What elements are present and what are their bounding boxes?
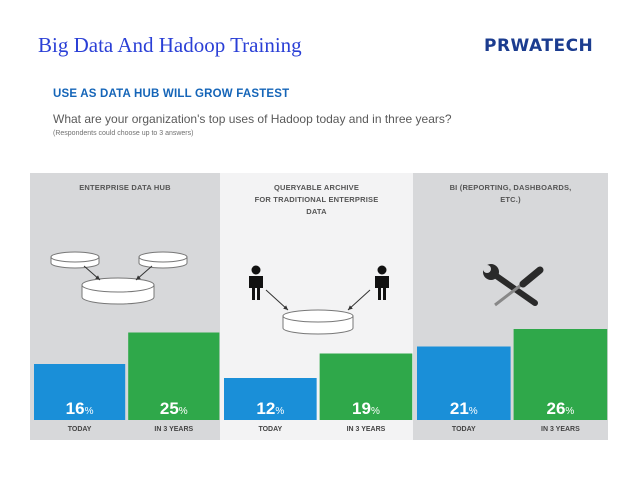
bar-today: 16% TODAY: [34, 364, 126, 433]
survey-note: (Respondents could choose up to 3 answer…: [53, 130, 194, 137]
panel-3: BI (REPORTING, DASHBOARDS,ETC.)21%TODAY2…: [413, 173, 608, 440]
panel-title: BI (REPORTING, DASHBOARDS,: [450, 183, 572, 192]
bar-value-label: 25%: [160, 399, 188, 418]
panel-title: ENTERPRISE DATA HUB: [79, 183, 171, 192]
wrench-screwdriver-icon: [483, 264, 544, 307]
panel-title: ETC.): [500, 195, 521, 204]
bar-value-label: 16%: [66, 399, 94, 418]
bar-value-label: 19%: [352, 399, 380, 418]
bar-in-3-years: 26% IN 3 YEARS: [513, 329, 608, 433]
bar-rect: [319, 353, 413, 420]
bar-rect: [224, 378, 317, 420]
category-label: IN 3 YEARS: [541, 426, 580, 433]
bar-rect: [513, 329, 608, 420]
database-icon: [50, 251, 188, 305]
category-label: TODAY: [258, 426, 282, 433]
bar-value-label: 12%: [256, 399, 284, 418]
bar-rect: [128, 332, 220, 420]
bar-today: 12% TODAY: [224, 378, 317, 433]
panel-title: DATA: [306, 207, 327, 216]
panel-title: QUERYABLE ARCHIVE: [274, 183, 359, 192]
category-label: IN 3 YEARS: [154, 426, 193, 433]
bar-rect: [34, 364, 126, 420]
category-label: TODAY: [452, 426, 476, 433]
bar-in-3-years: 19% IN 3 YEARS: [319, 353, 413, 433]
person-icon: [249, 265, 389, 335]
panel-title: FOR TRADITIONAL ENTERPRISE: [255, 195, 379, 204]
bar-rect: [417, 346, 511, 420]
category-label: TODAY: [68, 426, 92, 433]
bar-value-label: 21%: [450, 399, 478, 418]
survey-question: What are your organization's top uses of…: [53, 112, 452, 126]
slide-title: Big Data And Hadoop Training: [38, 33, 302, 57]
panel-2: QUERYABLE ARCHIVE FOR TRADITIONAL ENTERPR…: [220, 173, 413, 440]
chart-headline: USE AS DATA HUB WILL GROW FASTEST: [53, 88, 290, 100]
bar-value-label: 26%: [546, 399, 574, 418]
prwatech-logo: PRWATECH: [484, 36, 594, 56]
bar-in-3-years: 25% IN 3 YEARS: [128, 332, 220, 433]
category-label: IN 3 YEARS: [347, 426, 386, 433]
panel-1: ENTERPRISE DATA HUB 16% TODAY 25% IN 3 YEARS: [30, 173, 220, 440]
bar-today: 21% TODAY: [417, 346, 511, 433]
